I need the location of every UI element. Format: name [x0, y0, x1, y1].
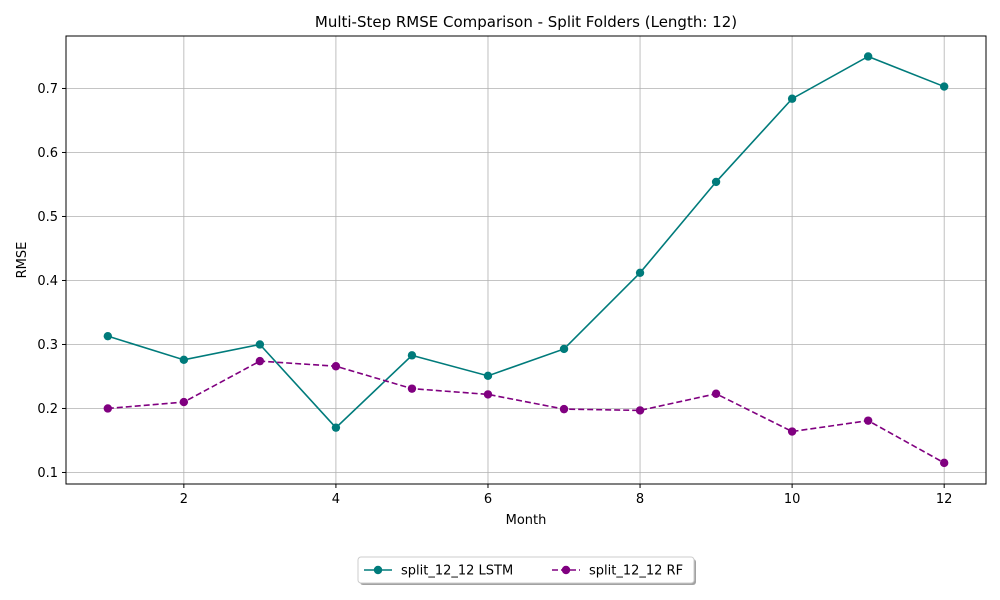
- data-point: [255, 340, 265, 349]
- data-point: [407, 351, 417, 360]
- data-point: [939, 82, 949, 91]
- legend-marker: [561, 565, 571, 575]
- y-tick-label: 0.6: [37, 146, 58, 161]
- x-tick-label: 12: [936, 492, 953, 507]
- x-tick-label: 2: [180, 492, 188, 507]
- data-point: [787, 94, 797, 103]
- data-point: [939, 458, 949, 468]
- x-axis-label: Month: [506, 513, 547, 528]
- data-point: [787, 427, 797, 436]
- data-point: [255, 356, 265, 366]
- y-tick-label: 0.5: [37, 210, 58, 225]
- data-point: [331, 423, 341, 432]
- y-axis-label: RMSE: [15, 242, 30, 279]
- chart-title: Multi-Step RMSE Comparison - Split Folde…: [315, 13, 737, 31]
- legend-label: split_12_12 RF: [589, 564, 683, 579]
- data-point: [483, 390, 493, 399]
- data-point: [559, 404, 569, 414]
- legend: split_12_12 LSTM split_12_12 RF: [357, 556, 696, 585]
- data-point: [179, 355, 189, 365]
- data-point: [863, 416, 873, 425]
- data-point: [331, 362, 341, 371]
- data-point: [103, 331, 113, 341]
- data-point: [863, 52, 873, 61]
- data-point: [483, 371, 493, 381]
- legend-marker: [373, 565, 383, 575]
- legend-label: split_12_12 LSTM: [401, 564, 513, 579]
- data-point: [711, 177, 721, 187]
- x-axis: 2 4 6 8 10 12: [180, 484, 953, 507]
- data-point: [635, 406, 645, 415]
- y-tick-label: 0.3: [37, 338, 58, 353]
- data-point: [179, 397, 189, 407]
- x-tick-label: 4: [332, 492, 340, 507]
- data-point: [103, 404, 113, 413]
- y-tick-label: 0.7: [37, 82, 58, 97]
- x-tick-label: 6: [484, 492, 492, 507]
- series-rf: [103, 356, 949, 468]
- y-tick-label: 0.2: [37, 402, 58, 417]
- y-tick-label: 0.1: [37, 466, 58, 481]
- series-line: [107, 360, 945, 464]
- data-point: [407, 384, 417, 393]
- y-tick-label: 0.4: [37, 274, 58, 289]
- series-line: [107, 55, 945, 429]
- x-tick-label: 8: [636, 492, 644, 507]
- data-point: [635, 268, 645, 277]
- legend-box: [357, 556, 695, 584]
- plot-frame: [65, 35, 987, 485]
- data-point: [559, 344, 569, 354]
- series-lstm: [103, 52, 949, 432]
- x-tick-label: 10: [784, 492, 801, 507]
- grid-layer: [66, 36, 986, 484]
- series-layer: [103, 52, 949, 468]
- data-point: [711, 389, 721, 398]
- y-axis: 0.1 0.2 0.3 0.4 0.5 0.6 0.7: [37, 82, 66, 481]
